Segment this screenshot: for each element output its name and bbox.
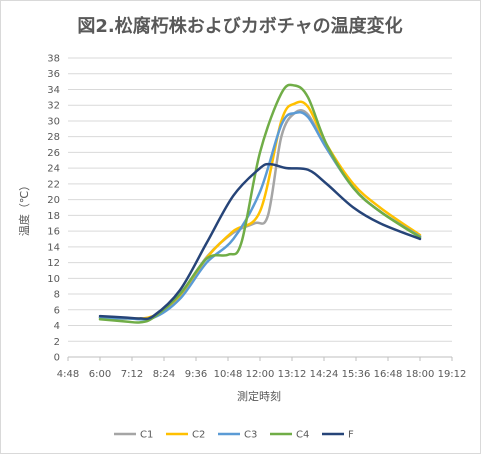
y-tick-label: 10 — [47, 274, 60, 285]
x-tick-label: 10:48 — [214, 369, 243, 380]
x-tick-label: 6:00 — [89, 369, 111, 380]
y-tick-label: 6 — [54, 305, 60, 316]
x-tick-label: 9:36 — [185, 369, 207, 380]
series-line-c1 — [98, 109, 422, 321]
y-tick-label: 20 — [47, 195, 60, 206]
x-tick-label: 16:48 — [374, 369, 403, 380]
x-tick-label: 15:36 — [342, 369, 371, 380]
legend-label-c3: C3 — [244, 430, 257, 441]
x-tick-label: 18:00 — [406, 369, 435, 380]
x-tick-label: 8:24 — [153, 369, 175, 380]
legend-label-c2: C2 — [192, 430, 205, 441]
y-tick-label: 22 — [47, 179, 60, 190]
legend-label-c4: C4 — [296, 430, 309, 441]
x-tick-label: 13:12 — [278, 369, 307, 380]
x-tick-label: 19:12 — [438, 369, 467, 380]
y-tick-label: 28 — [47, 132, 60, 143]
y-tick-label: 8 — [54, 290, 60, 301]
y-axis-label: 温度（℃） — [17, 180, 31, 236]
y-tick-label: 18 — [47, 211, 60, 222]
legend-label-f: F — [348, 430, 354, 441]
x-tick-label: 7:12 — [121, 369, 143, 380]
y-tick-label: 14 — [47, 242, 60, 253]
y-tick-label: 2 — [54, 337, 60, 348]
y-tick-label: 4 — [54, 321, 60, 332]
series-line-c4 — [98, 83, 422, 324]
y-tick-label: 34 — [47, 85, 60, 96]
legend-label-c1: C1 — [140, 430, 153, 441]
series-line-f — [98, 162, 422, 321]
gridlines — [68, 57, 452, 358]
x-tick-label: 14:24 — [310, 369, 339, 380]
chart-title: 図2.松腐朽株およびカボチャの温度変化 — [77, 15, 402, 37]
y-tick-label: 36 — [47, 69, 60, 80]
y-tick-label: 16 — [47, 227, 60, 238]
legend: C1 C2 C3 C4 F — [114, 430, 354, 441]
y-tick-label: 38 — [47, 54, 60, 65]
series-lines — [98, 83, 422, 324]
x-tick-label: 4:48 — [57, 369, 79, 380]
y-tick-label: 30 — [47, 116, 60, 127]
y-tick-label: 12 — [47, 258, 60, 269]
x-tick-label: 12:00 — [246, 369, 275, 380]
y-tick-label: 32 — [47, 101, 60, 112]
x-axis-label: 測定時刻 — [237, 389, 281, 403]
series-line-c2 — [98, 100, 422, 320]
y-tick-label: 24 — [47, 164, 60, 175]
y-tick-label: 0 — [54, 353, 60, 364]
y-tick-label: 26 — [47, 148, 60, 159]
